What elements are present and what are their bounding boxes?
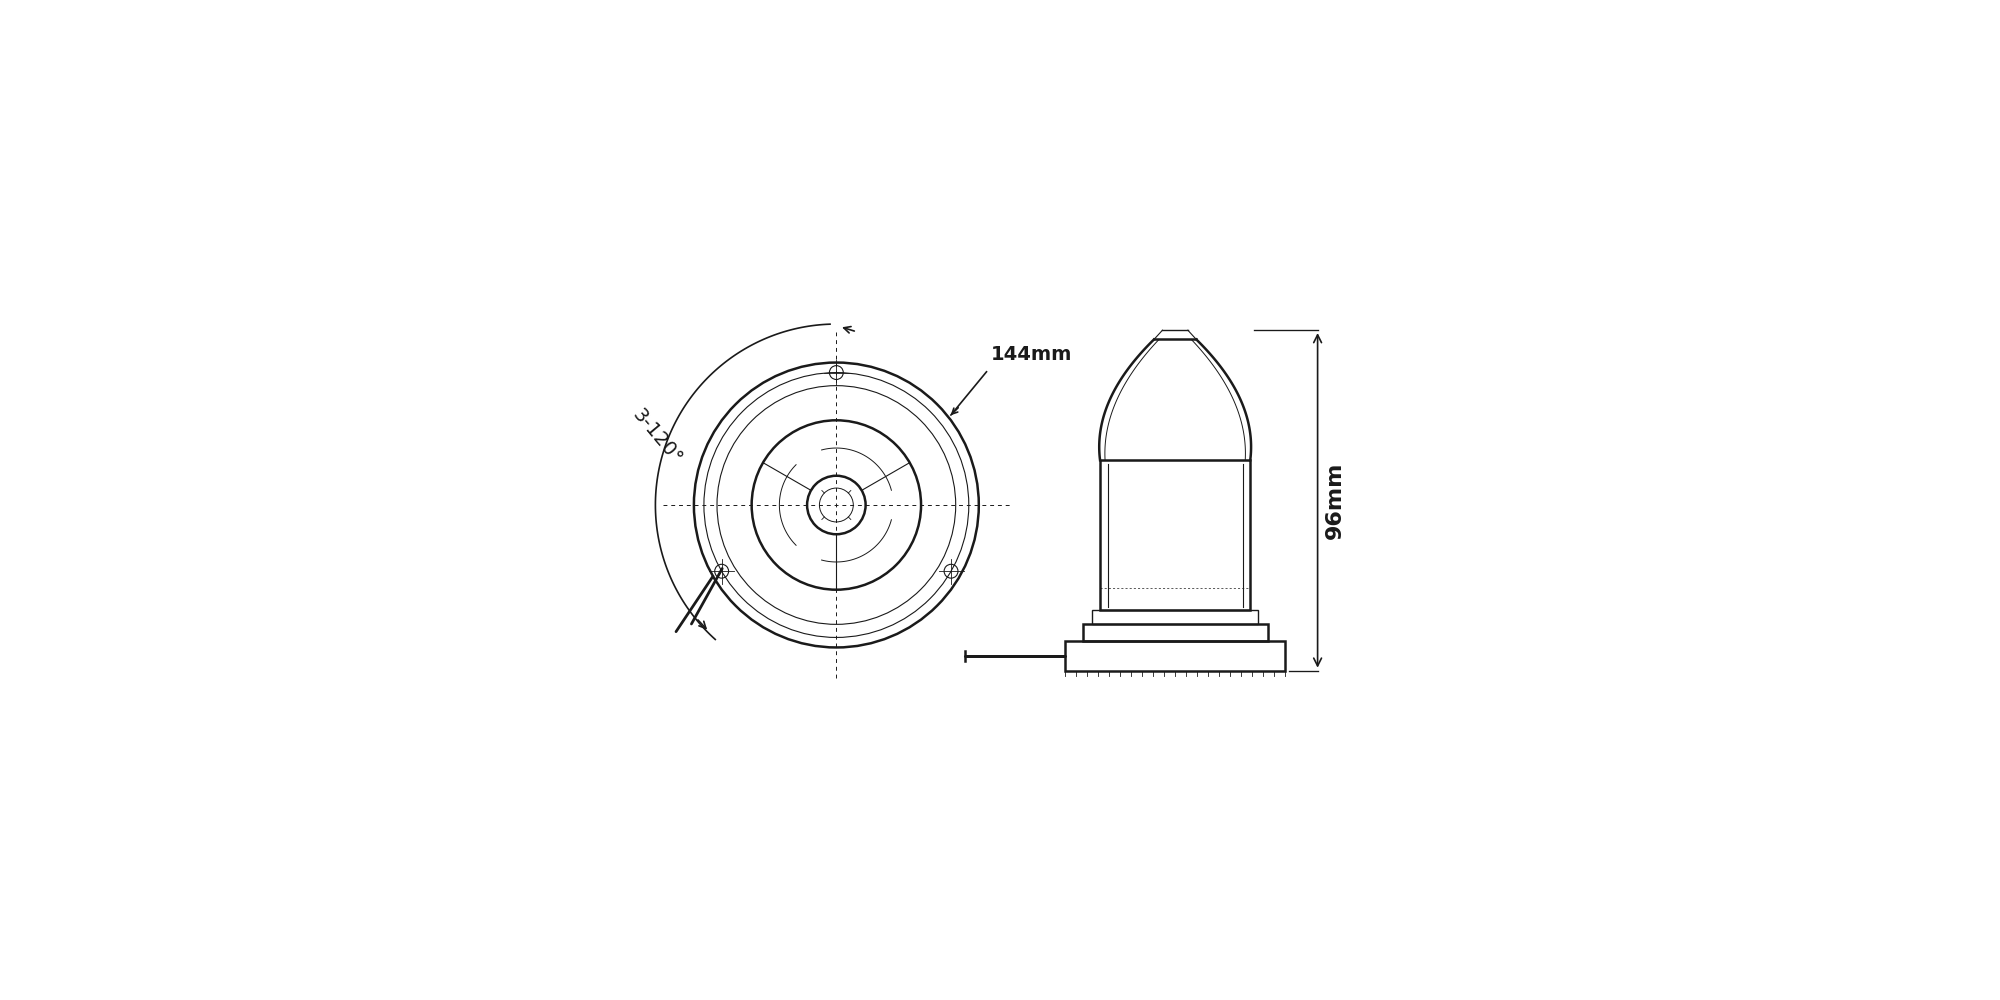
Bar <box>1082 624 1268 641</box>
Bar <box>1066 641 1284 671</box>
Text: 144mm: 144mm <box>990 345 1072 364</box>
Bar <box>1100 460 1250 610</box>
Bar <box>1092 610 1258 624</box>
Text: 96mm: 96mm <box>1324 462 1344 539</box>
Text: 3-120°: 3-120° <box>628 406 686 469</box>
